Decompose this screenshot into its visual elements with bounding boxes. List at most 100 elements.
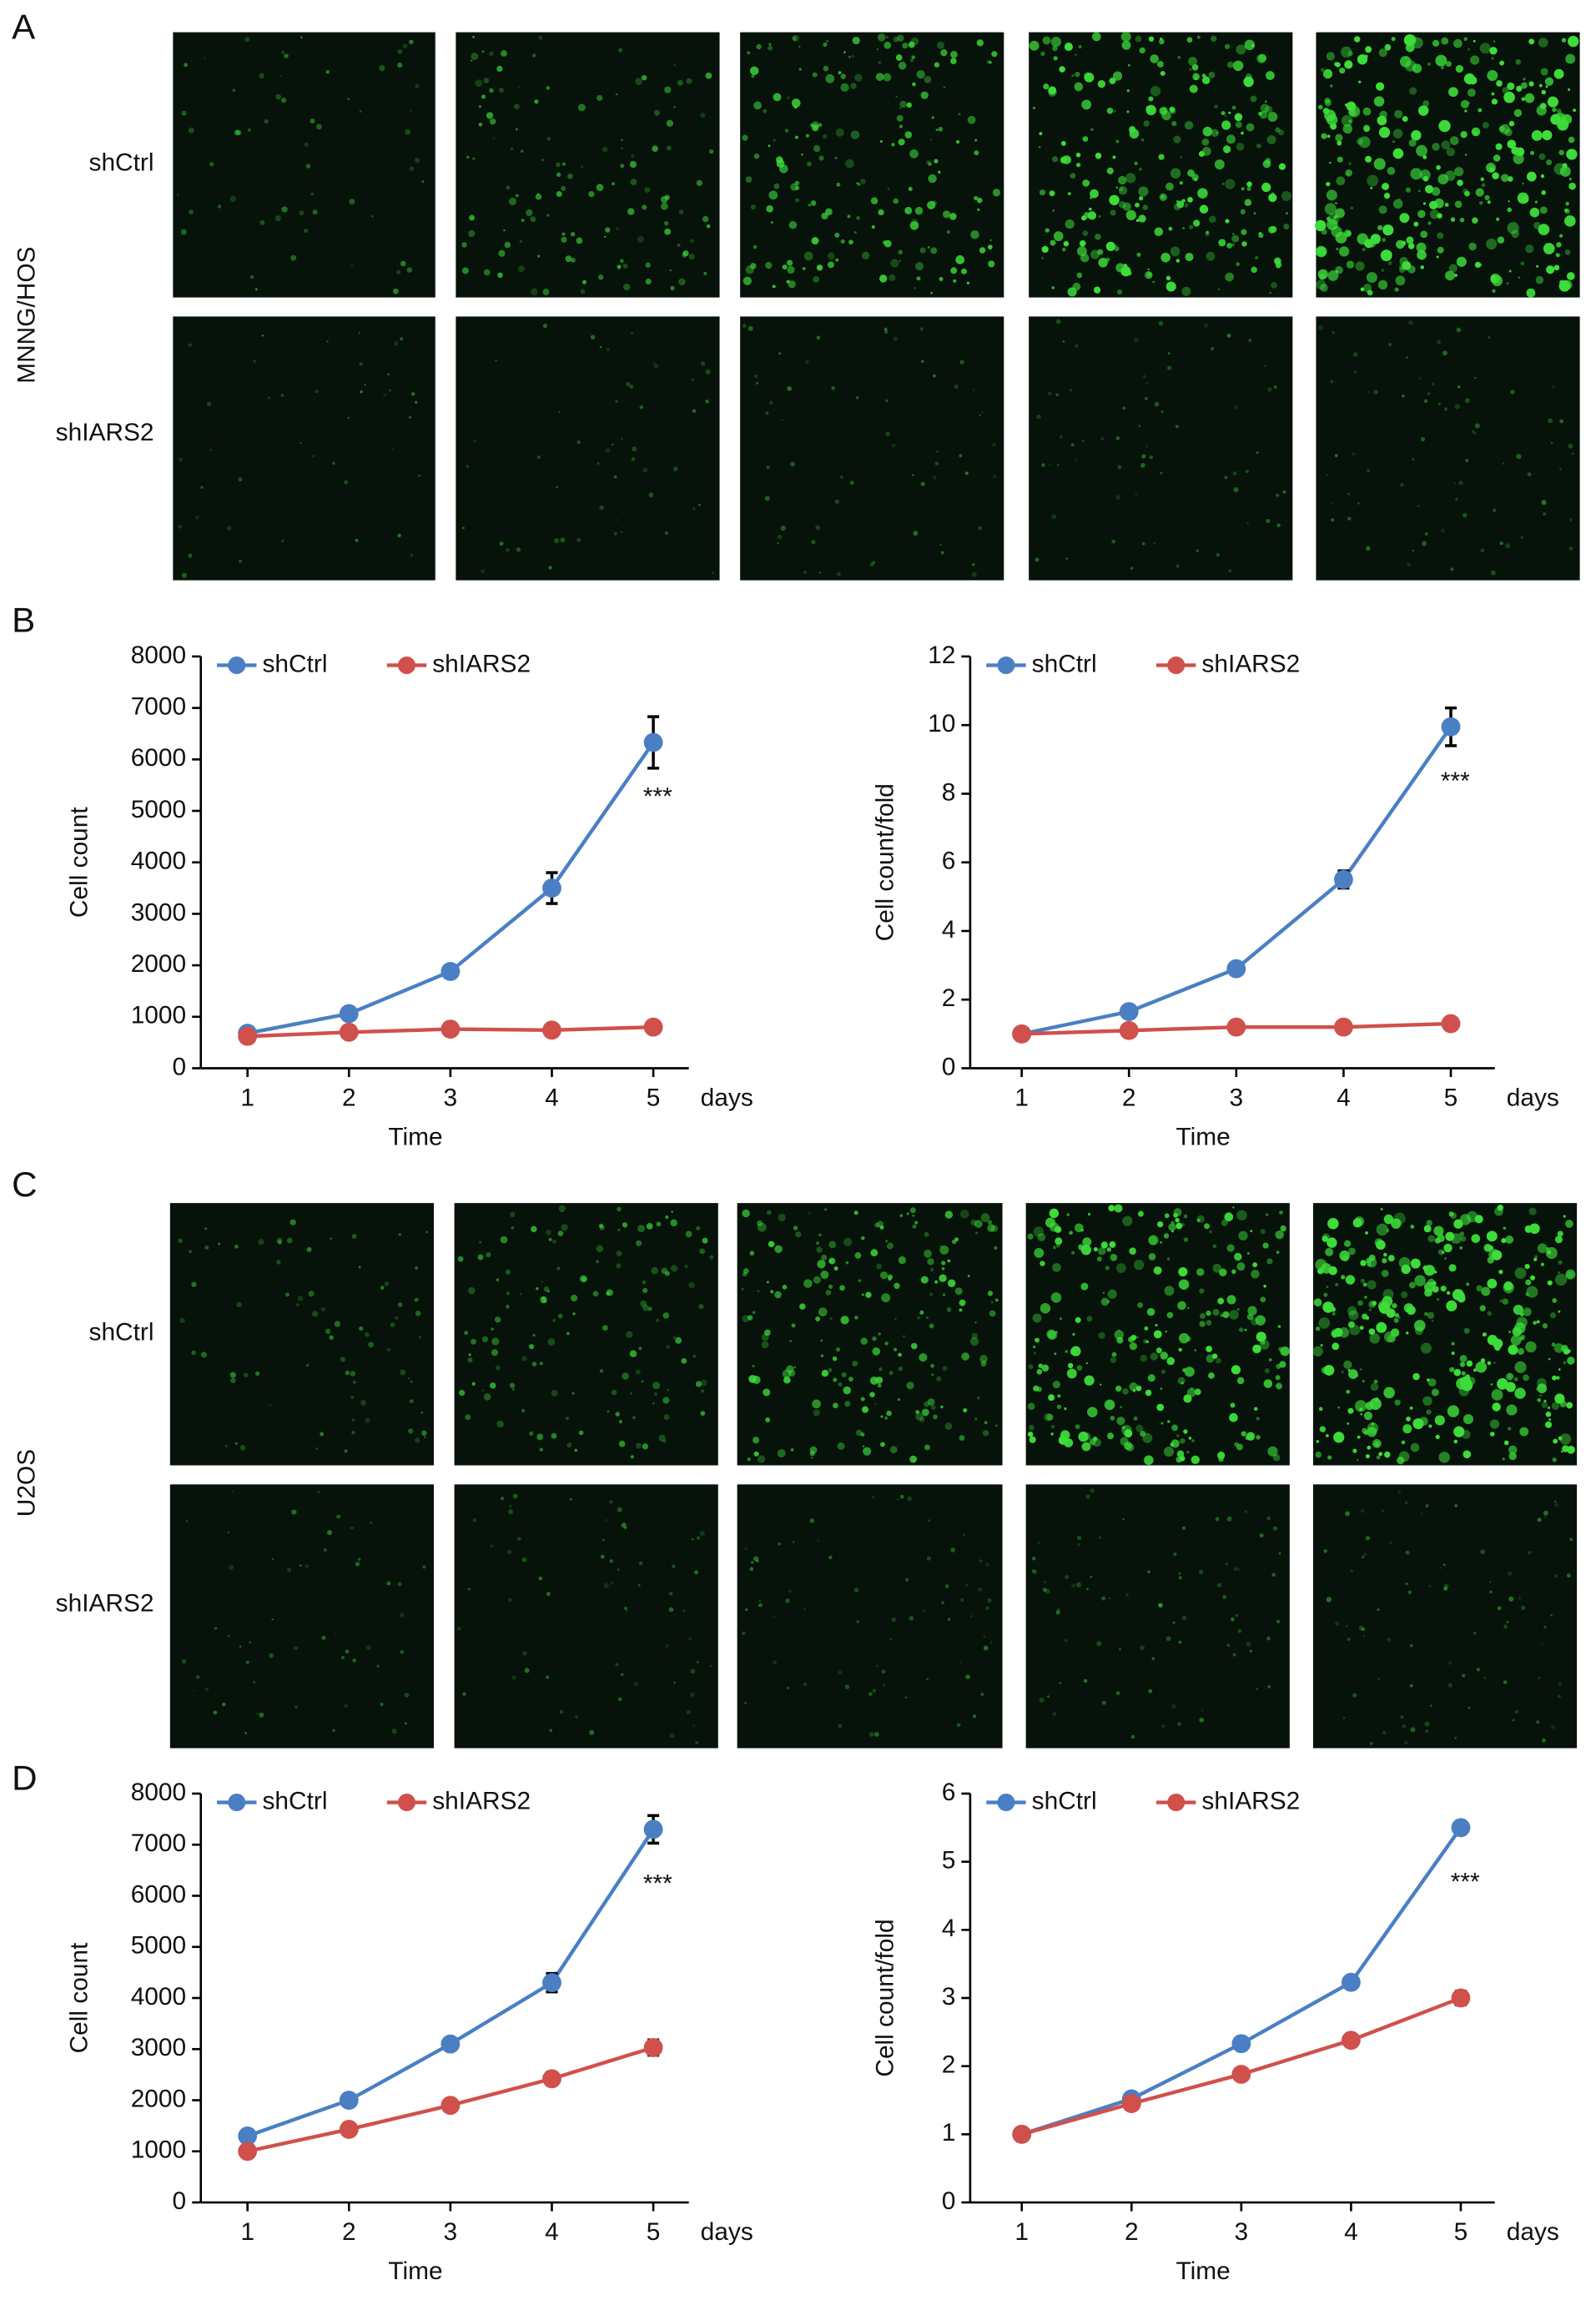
cell-spot [1382,1258,1387,1264]
cell-spot [829,1317,833,1321]
cell-spot [1323,1292,1328,1297]
cell-spot [1320,1344,1323,1347]
cell-spot [1125,1593,1130,1597]
cell-spot [793,105,798,109]
cell-spot [881,1293,891,1303]
cell-spot [1177,1722,1181,1727]
cell-spot [1406,236,1414,244]
cell-spot [1553,264,1560,271]
cell-spot [794,180,800,186]
cell-spot [747,1315,753,1321]
cell-spot [1491,1389,1503,1401]
cell-spot [673,1681,676,1684]
cell-spot [950,58,957,65]
cell-spot [1508,1344,1518,1356]
cell-spot [1565,201,1569,206]
cell-spot [958,113,961,116]
cell-spot [742,134,748,141]
cell-spot [1315,1259,1327,1271]
cell-spot [1158,153,1165,160]
cell-spot [868,1692,873,1697]
cell-spot [1376,1321,1387,1333]
cell-spot [300,36,303,39]
cell-spot [1378,205,1387,214]
cell-spot [700,361,706,366]
cell-spot [939,276,944,281]
cell-spot [1423,1311,1428,1316]
cell-spot [1138,186,1149,197]
cell-spot [1113,109,1116,113]
cell-spot [940,1405,944,1409]
cell-spot [1111,1351,1117,1357]
cell-spot [276,1237,283,1244]
cell-spot [1552,107,1557,113]
cell-spot [541,1281,544,1283]
cell-spot [813,276,820,283]
cell-spot [811,237,819,245]
cell-spot [970,230,979,239]
cell-spot [1565,1220,1573,1228]
cell-spot [1357,233,1368,245]
cell-spot [1515,59,1521,65]
cell-spot [1253,1407,1258,1412]
cell-spot [1036,414,1041,420]
cell-spot [1282,490,1286,494]
cell-spot [1412,458,1415,461]
cell-spot [1541,190,1546,195]
cell-spot [969,1336,979,1346]
cell-spot [880,1415,884,1418]
data-point [542,1973,561,1993]
cell-spot [1106,1247,1111,1252]
cell-spot [1226,1295,1236,1305]
cell-spot [359,109,362,113]
cell-spot [1211,128,1219,138]
cell-spot [1399,256,1408,266]
legend-marker [228,656,246,674]
cell-spot [1276,1251,1280,1254]
cell-spot [397,1302,403,1307]
cell-spot [1538,224,1550,235]
cell-spot [1427,1378,1437,1387]
cell-spot [310,118,315,124]
cell-spot [886,1410,892,1417]
cell-spot [567,174,573,179]
cell-spot [1274,257,1281,265]
cell-spot [1400,483,1404,487]
cell-spot [920,360,924,363]
cell-spot [1075,1582,1082,1588]
cell-spot [1250,95,1257,103]
cell-spot [200,1351,207,1358]
cell-spot [1462,1673,1466,1678]
cell-spot [622,263,628,269]
cell-spot [1506,1404,1518,1416]
x-tick-label: 2 [1122,1084,1136,1111]
cell-spot [930,138,933,141]
cell-spot [603,235,607,239]
cell-spot [271,1618,274,1621]
cell-spot [921,1408,929,1417]
x-tick-label: 5 [1454,2218,1468,2246]
cell-spot [934,1280,939,1284]
cell-spot [1179,181,1183,185]
cell-spot [631,332,633,335]
cell-spot [1514,1387,1526,1399]
cell-spot [1236,1262,1246,1271]
cell-spot [1328,1266,1337,1276]
cell-spot [919,1353,928,1362]
cell-spot [551,1389,558,1397]
cell-spot [365,1417,370,1423]
cell-spot [897,34,904,42]
cell-spot [1427,1235,1435,1243]
cell-spot [1358,136,1371,148]
cell-spot [1184,121,1194,130]
cell-spot [1246,521,1250,525]
cell-spot [632,1416,636,1420]
cell-spot [763,1329,771,1336]
cell-spot [1568,136,1575,143]
cell-spot [1098,1536,1101,1539]
cell-spot [1343,1360,1352,1370]
cell-spot [1320,284,1328,292]
cell-spot [672,1564,676,1568]
cell-spot [653,363,659,369]
cell-spot [1537,1397,1542,1402]
